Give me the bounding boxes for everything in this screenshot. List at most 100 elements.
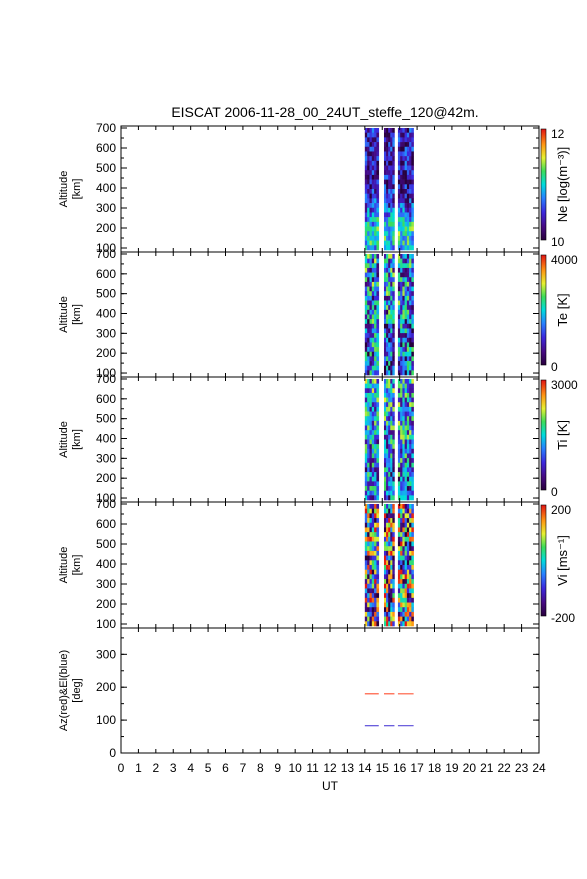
- heatmap-cell: [376, 574, 380, 580]
- heatmap-cell: [386, 406, 389, 412]
- heatmap-cell: [402, 569, 405, 575]
- heatmap-cell: [397, 305, 401, 311]
- heatmap-cell: [374, 621, 377, 627]
- heatmap-cell: [404, 337, 408, 343]
- heatmap-cell: [400, 128, 403, 133]
- colorbar-max-label: 12: [551, 127, 565, 141]
- heatmap-cell: [374, 425, 377, 431]
- heatmap-cell: [404, 291, 408, 297]
- heatmap-cell: [406, 160, 410, 166]
- heatmap-cell: [404, 240, 408, 246]
- heatmap-cell: [388, 217, 391, 223]
- x-tick-label: 20: [463, 761, 477, 775]
- heatmap-cell: [374, 231, 377, 237]
- heatmap-cell: [376, 444, 380, 450]
- heatmap-cell: [409, 481, 412, 487]
- heatmap-cell: [397, 383, 401, 389]
- heatmap-cell: [374, 611, 377, 617]
- heatmap-cell: [390, 370, 393, 376]
- heatmap-cell: [411, 272, 414, 278]
- heatmap-cell: [392, 305, 395, 311]
- heatmap-cell: [402, 337, 405, 343]
- heatmap-cell: [411, 621, 414, 627]
- heatmap-cell: [390, 189, 393, 194]
- heatmap-cell: [383, 356, 387, 362]
- heatmap-cell: [367, 342, 370, 348]
- heatmap-cell: [369, 365, 373, 371]
- heatmap-cell: [364, 495, 368, 501]
- heatmap-cell: [383, 156, 387, 162]
- y-tick-label: 500: [96, 161, 116, 175]
- heatmap-cell: [364, 207, 368, 213]
- heatmap-cell: [376, 579, 380, 585]
- heatmap-cell: [376, 333, 380, 339]
- heatmap-cell: [376, 179, 380, 185]
- heatmap-cell: [369, 508, 373, 514]
- heatmap-cell: [371, 170, 375, 176]
- heatmap-cell: [376, 226, 380, 232]
- heatmap-cell: [367, 555, 370, 561]
- heatmap-cell: [386, 309, 389, 315]
- heatmap-cell: [411, 221, 414, 227]
- heatmap-cell: [388, 486, 391, 492]
- heatmap-cell: [397, 156, 401, 162]
- heatmap-cell: [392, 160, 395, 166]
- heatmap-cell: [386, 193, 389, 199]
- heatmap-cell: [411, 397, 414, 403]
- heatmap-cell: [364, 347, 368, 353]
- heatmap-cell: [409, 174, 412, 180]
- heatmap-cell: [383, 495, 387, 501]
- heatmap-cell: [371, 439, 375, 445]
- heatmap-cell: [364, 203, 368, 209]
- heatmap-cell: [400, 263, 403, 269]
- heatmap-cell: [390, 444, 393, 450]
- heatmap-cell: [367, 430, 370, 436]
- heatmap-cell: [386, 128, 389, 133]
- heatmap-cell: [369, 402, 373, 408]
- heatmap-cell: [367, 170, 370, 176]
- heatmap-cell: [406, 151, 410, 157]
- y-tick-label: 300: [96, 647, 116, 661]
- heatmap-cell: [386, 425, 389, 431]
- colorbar-min-label: 0: [551, 360, 558, 374]
- heatmap-cell: [390, 277, 393, 283]
- heatmap-cell: [409, 504, 412, 509]
- heatmap-cell: [376, 198, 380, 204]
- heatmap-cell: [364, 481, 368, 487]
- y-tick-label: 300: [96, 326, 116, 340]
- heatmap-cell: [388, 550, 391, 556]
- heatmap-cell: [406, 300, 410, 306]
- heatmap-cell: [374, 319, 377, 325]
- heatmap-cell: [392, 406, 395, 412]
- heatmap-cell: [411, 425, 414, 431]
- heatmap-cell: [400, 361, 403, 367]
- heatmap-cell: [369, 611, 373, 617]
- heatmap-cell: [376, 588, 380, 594]
- heatmap-cell: [406, 518, 410, 524]
- heatmap-cell: [409, 458, 412, 464]
- heatmap-cell: [374, 486, 377, 492]
- heatmap-cell: [369, 212, 373, 218]
- heatmap-cell: [402, 142, 405, 148]
- heatmap-cell: [409, 207, 412, 213]
- heatmap-cell: [369, 472, 373, 478]
- heatmap-cell: [390, 300, 393, 306]
- heatmap-cell: [397, 546, 401, 552]
- heatmap-cell: [392, 221, 395, 227]
- heatmap-cell: [388, 430, 391, 436]
- heatmap-cell: [383, 151, 387, 157]
- heatmap-cell: [388, 351, 391, 357]
- heatmap-cell: [364, 267, 368, 273]
- heatmap-cell: [386, 184, 389, 190]
- heatmap-cell: [376, 481, 380, 487]
- heatmap-cell: [392, 356, 395, 362]
- heatmap-cell: [371, 314, 375, 320]
- heatmap-cell: [402, 295, 405, 301]
- heatmap-cell: [409, 151, 412, 157]
- colorbar-max-label: 200: [551, 503, 571, 517]
- heatmap-cell: [367, 132, 370, 138]
- heatmap-cell: [374, 588, 377, 594]
- heatmap-cell: [369, 546, 373, 552]
- x-axis-label: UT: [322, 779, 339, 793]
- heatmap-cell: [409, 342, 412, 348]
